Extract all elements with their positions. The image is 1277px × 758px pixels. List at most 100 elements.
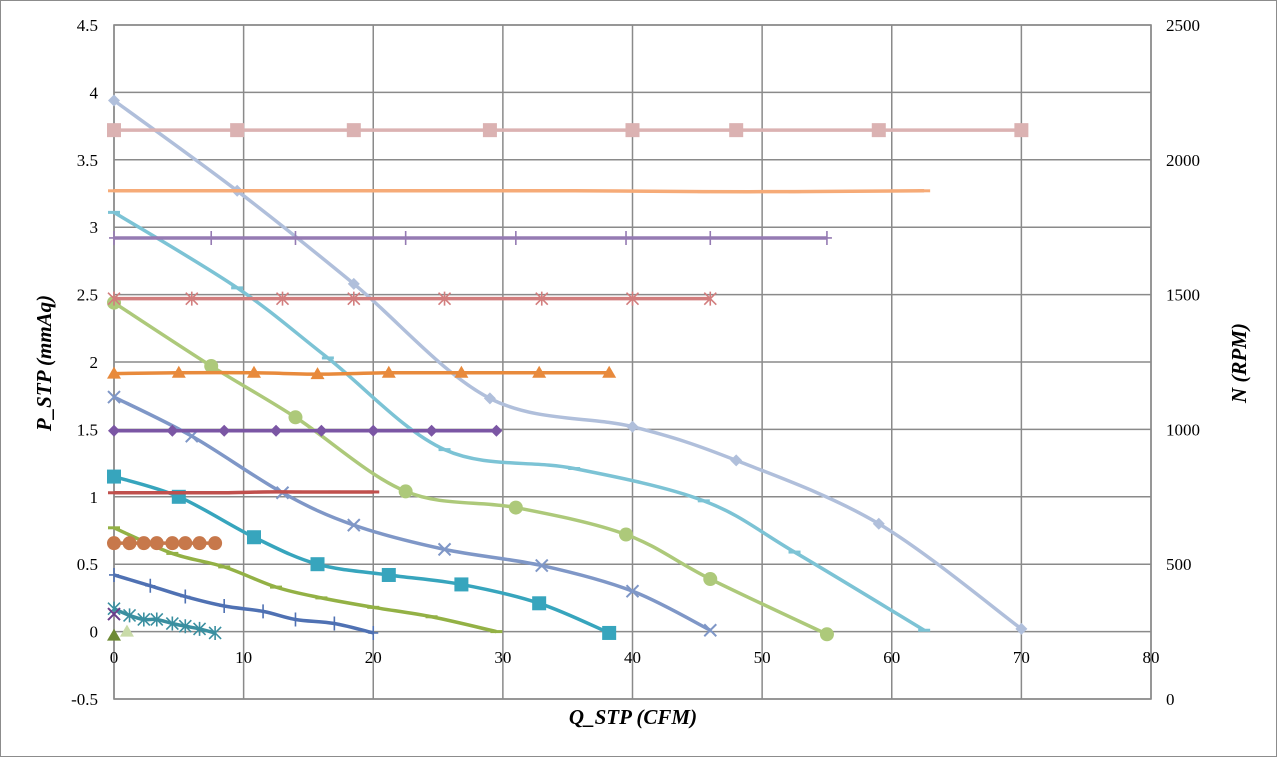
series-13 — [109, 230, 832, 245]
series-line — [113, 370, 610, 376]
series-5 — [108, 526, 503, 634]
data-point — [246, 530, 261, 545]
series-1 — [108, 210, 931, 632]
data-point — [1015, 622, 1028, 635]
series-16 — [108, 424, 503, 437]
data-point — [145, 578, 156, 593]
data-point — [621, 230, 632, 245]
y-tick-label: 2 — [90, 353, 99, 372]
data-point — [454, 365, 469, 378]
data-point — [381, 365, 396, 378]
x-tick-label: 50 — [754, 648, 771, 667]
y-tick-label: 0.5 — [77, 555, 98, 574]
data-point — [367, 424, 380, 437]
data-point — [107, 366, 121, 379]
data-point — [532, 596, 547, 611]
y2-tick-label: 1000 — [1166, 420, 1200, 439]
x-tick-label: 60 — [883, 648, 900, 667]
series-line — [112, 99, 1023, 631]
data-point — [122, 608, 137, 623]
data-point — [275, 291, 290, 306]
data-point — [290, 612, 301, 627]
series-3 — [107, 390, 717, 637]
data-point — [246, 365, 261, 378]
data-point — [178, 619, 192, 634]
data-point — [454, 577, 469, 592]
series-line — [113, 395, 712, 632]
series-0 — [108, 94, 1028, 635]
series-15 — [107, 365, 617, 380]
series-6 — [109, 567, 379, 640]
y-tick-label: 2.5 — [77, 286, 98, 305]
data-point — [535, 291, 549, 306]
data-point — [625, 291, 640, 306]
series-9 — [107, 628, 121, 641]
data-point — [437, 291, 452, 306]
data-point — [218, 424, 231, 437]
data-point — [703, 572, 718, 587]
series-8 — [107, 607, 121, 621]
series-11 — [107, 123, 1029, 138]
series-layer — [107, 94, 1029, 642]
data-point — [381, 567, 396, 582]
data-point — [166, 424, 179, 437]
data-point — [347, 518, 361, 532]
data-point — [185, 291, 199, 306]
data-point — [204, 359, 219, 374]
y-tick-label: 0 — [90, 623, 99, 642]
data-point — [107, 607, 121, 621]
data-point — [510, 230, 521, 245]
data-point — [107, 291, 121, 306]
data-point — [171, 365, 186, 378]
data-point — [165, 616, 179, 631]
y-tick-label: 3.5 — [77, 151, 98, 170]
data-point — [288, 410, 303, 425]
data-point — [347, 291, 361, 306]
series-10 — [119, 624, 134, 637]
data-point — [508, 500, 523, 515]
x-tick-label: 10 — [235, 648, 252, 667]
data-point — [602, 365, 617, 378]
data-point — [208, 536, 223, 551]
data-point — [258, 604, 269, 619]
data-point — [347, 277, 360, 290]
data-point — [425, 424, 438, 437]
data-point — [1014, 123, 1029, 138]
data-point — [602, 625, 617, 640]
data-point — [730, 454, 743, 467]
data-point — [107, 628, 121, 641]
data-point — [192, 621, 207, 636]
data-point — [107, 536, 121, 551]
y2-tick-label: 1500 — [1166, 286, 1200, 305]
data-point — [108, 94, 120, 107]
data-point — [219, 598, 230, 613]
data-point — [437, 542, 452, 557]
series-14 — [107, 291, 717, 306]
data-point — [150, 612, 164, 627]
x-tick-label: 20 — [365, 648, 382, 667]
y2-tick-label: 2500 — [1166, 16, 1200, 35]
data-point — [108, 424, 120, 437]
data-point — [871, 123, 886, 138]
data-point — [346, 123, 361, 138]
data-point — [368, 625, 379, 640]
x-tick-label: 30 — [494, 648, 511, 667]
data-point — [122, 536, 137, 551]
series-12 — [108, 188, 931, 194]
series-line — [113, 474, 610, 635]
series-17 — [108, 490, 380, 495]
data-point — [230, 123, 245, 138]
data-point — [270, 424, 283, 437]
y-tick-label: 1.5 — [77, 420, 98, 439]
data-point — [703, 623, 717, 637]
data-point — [107, 123, 121, 138]
series-7 — [107, 601, 222, 640]
y2-tick-label: 500 — [1166, 555, 1192, 574]
y-tick-label: 4.5 — [77, 16, 98, 35]
tick-labels: 0 10 20 30 40 50 60 70 80 -0.5 0 0.5 1 1.5 2 2.5 3 3.5 4 4.… — [71, 16, 1200, 709]
data-point — [109, 567, 119, 582]
data-point — [821, 230, 832, 245]
data-point — [310, 557, 325, 572]
